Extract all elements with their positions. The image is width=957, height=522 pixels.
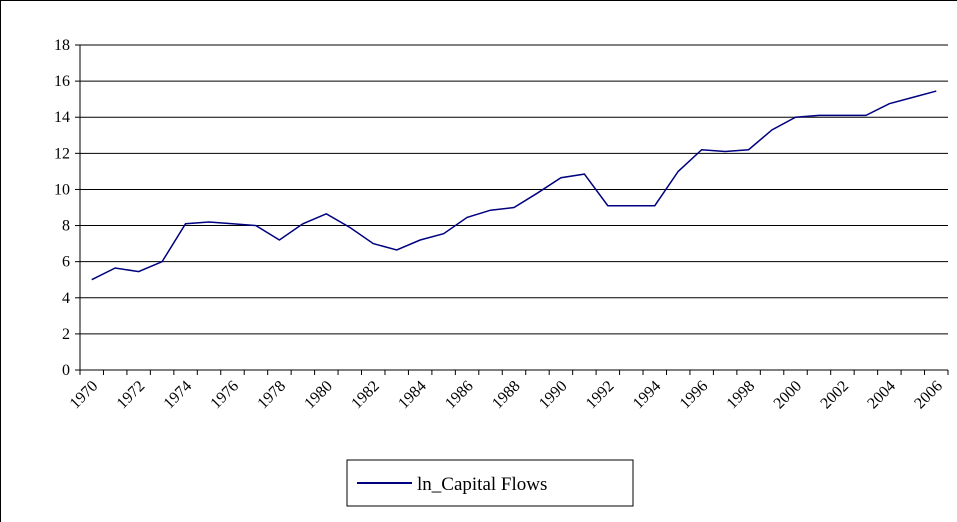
legend-label: ln_Capital Flows [417,474,547,495]
y-tick-label: 14 [54,109,70,126]
y-tick-label: 2 [62,326,70,343]
y-tick-label: 18 [54,37,70,54]
y-tick-label: 0 [62,362,70,379]
y-tick-label: 8 [62,218,70,235]
y-tick-label: 4 [62,290,70,307]
data-line [91,90,937,281]
y-tick-label: 16 [54,73,70,90]
y-tick-label: 6 [62,254,70,271]
y-tick-label: 10 [54,181,70,198]
y-tick-label: 12 [54,145,70,162]
